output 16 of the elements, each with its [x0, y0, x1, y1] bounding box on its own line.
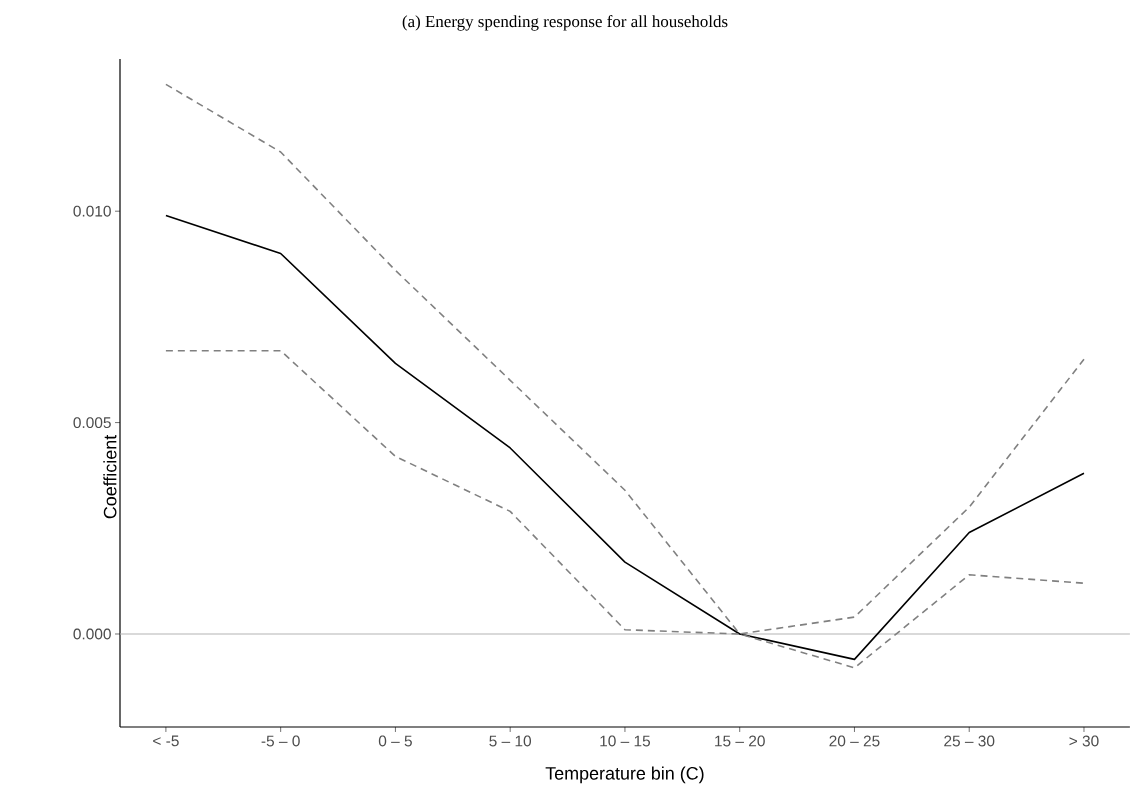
x-tick-label: 5 – 10: [489, 735, 532, 747]
y-tick-label: 0.000: [73, 628, 111, 640]
x-tick-label: > 30: [1069, 735, 1099, 747]
x-axis-title: Temperature bin (C): [545, 766, 704, 784]
x-tick-label: < -5: [153, 735, 179, 747]
chart-title: (a) Energy spending response for all households: [402, 15, 728, 31]
x-tick-label: 25 – 30: [944, 735, 995, 747]
line-series: [165, 214, 1085, 661]
x-tick-label: 15 – 20: [715, 735, 765, 747]
y-axis-title: Coefficient: [103, 434, 117, 519]
y-tick-label: 0.010: [73, 205, 111, 217]
x-tick-label: -5 – 0: [261, 735, 300, 747]
y-tick-label: 0.005: [73, 417, 111, 429]
x-tick-label: 0 – 5: [378, 735, 412, 747]
x-tick-label: 10 – 15: [600, 735, 651, 747]
x-tick-label: 20 – 25: [829, 735, 880, 747]
